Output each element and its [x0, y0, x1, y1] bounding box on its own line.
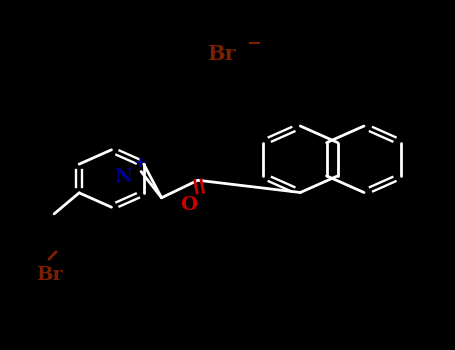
Text: O: O — [180, 196, 197, 214]
Text: Br: Br — [35, 266, 63, 284]
Text: Br: Br — [207, 44, 236, 64]
Text: −: − — [246, 35, 261, 53]
Text: +: + — [134, 156, 147, 170]
Text: N: N — [114, 168, 132, 186]
